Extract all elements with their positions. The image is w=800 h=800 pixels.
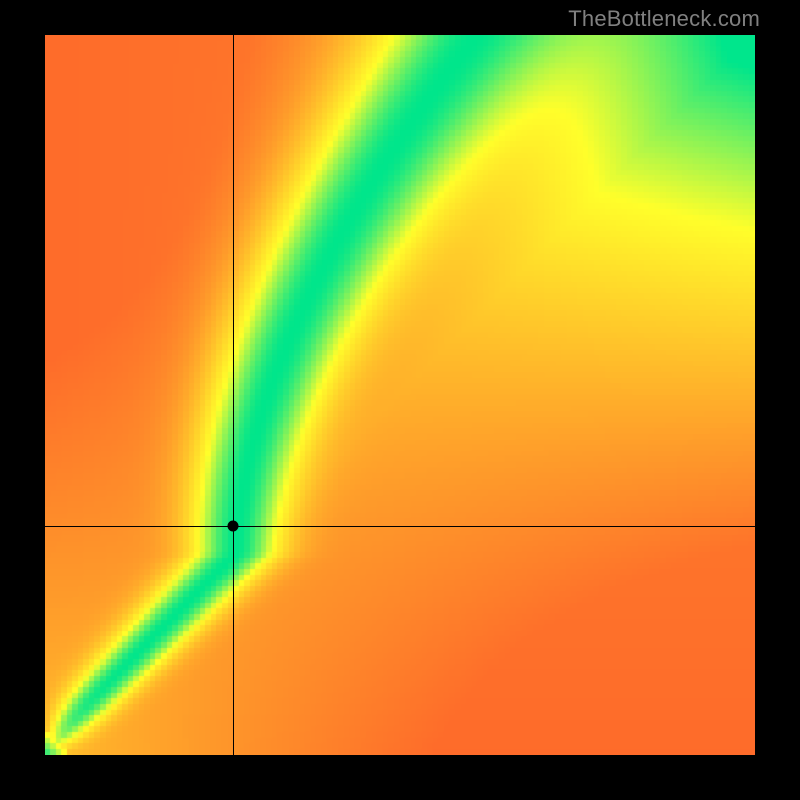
watermark-text: TheBottleneck.com [568, 6, 760, 32]
heatmap-plot [45, 35, 755, 755]
crosshair-horizontal [45, 526, 755, 527]
crosshair-marker [228, 521, 239, 532]
heatmap-canvas [45, 35, 755, 755]
crosshair-vertical [233, 35, 234, 755]
